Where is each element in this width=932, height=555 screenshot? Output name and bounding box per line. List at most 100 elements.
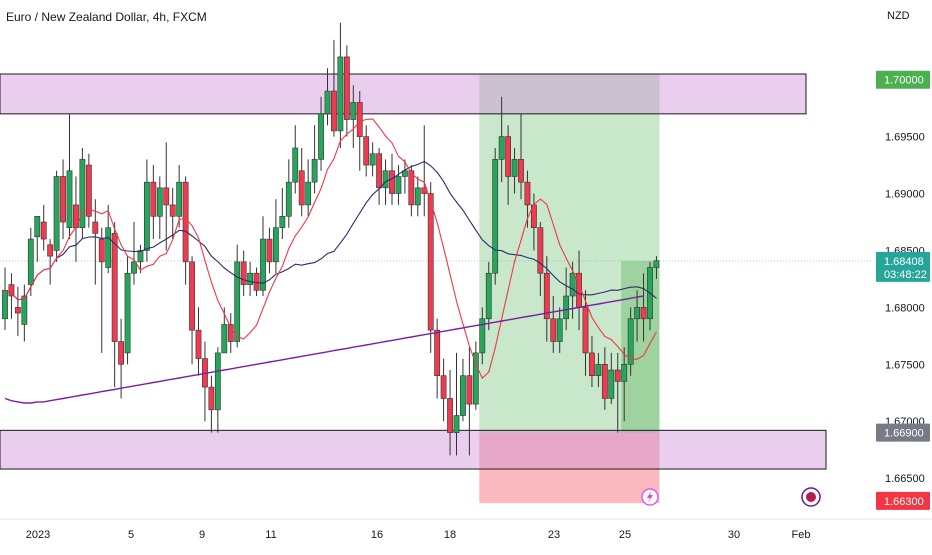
- candle[interactable]: [556, 318, 563, 342]
- candle[interactable]: [601, 364, 608, 399]
- candle[interactable]: [518, 159, 524, 183]
- candle[interactable]: [260, 238, 266, 291]
- candle[interactable]: [447, 398, 453, 433]
- candle[interactable]: [150, 181, 157, 217]
- candle[interactable]: [292, 147, 299, 183]
- candle[interactable]: [621, 364, 628, 382]
- resistance-zone[interactable]: [0, 73, 807, 115]
- support-zone[interactable]: [0, 429, 827, 470]
- candle[interactable]: [189, 261, 195, 331]
- candle[interactable]: [311, 159, 318, 183]
- candle[interactable]: [15, 307, 21, 314]
- candle[interactable]: [524, 181, 531, 206]
- candle[interactable]: [266, 238, 273, 263]
- candle[interactable]: [627, 318, 634, 365]
- candle[interactable]: [356, 102, 363, 137]
- candle[interactable]: [589, 352, 595, 376]
- candle[interactable]: [389, 170, 395, 194]
- candle[interactable]: [227, 324, 234, 342]
- candle[interactable]: [408, 170, 415, 206]
- candle[interactable]: [537, 227, 544, 274]
- candle[interactable]: [234, 261, 241, 342]
- candle[interactable]: [79, 159, 86, 228]
- candle[interactable]: [8, 284, 15, 297]
- loss-zone[interactable]: [479, 432, 660, 504]
- candle[interactable]: [247, 272, 253, 285]
- candle[interactable]: [376, 153, 382, 189]
- candle[interactable]: [453, 415, 460, 433]
- candle[interactable]: [105, 227, 112, 268]
- candle[interactable]: [460, 375, 466, 416]
- candle[interactable]: [466, 375, 473, 405]
- candle[interactable]: [53, 176, 60, 251]
- candle[interactable]: [27, 238, 34, 285]
- candle[interactable]: [305, 181, 312, 206]
- candle[interactable]: [337, 56, 344, 132]
- candle[interactable]: [34, 216, 41, 238]
- candle[interactable]: [92, 221, 99, 234]
- candle[interactable]: [182, 181, 189, 263]
- candle[interactable]: [343, 56, 350, 120]
- candle[interactable]: [169, 204, 176, 217]
- candle[interactable]: [98, 238, 105, 263]
- candle[interactable]: [118, 341, 124, 365]
- candle[interactable]: [137, 250, 144, 263]
- candle[interactable]: [318, 113, 324, 160]
- candle[interactable]: [505, 136, 511, 177]
- candle[interactable]: [272, 227, 279, 263]
- candle[interactable]: [144, 181, 150, 251]
- candle[interactable]: [595, 364, 602, 376]
- candle[interactable]: [221, 324, 228, 354]
- candle[interactable]: [131, 261, 137, 274]
- candle[interactable]: [163, 187, 170, 206]
- candle[interactable]: [331, 90, 337, 132]
- candle[interactable]: [485, 272, 492, 320]
- candle[interactable]: [614, 369, 621, 382]
- candle[interactable]: [582, 307, 589, 354]
- candle[interactable]: [279, 216, 286, 228]
- candle[interactable]: [498, 136, 505, 160]
- candle[interactable]: [472, 352, 479, 405]
- candle[interactable]: [382, 170, 389, 189]
- candle[interactable]: [214, 352, 221, 411]
- candle[interactable]: [427, 193, 434, 331]
- candle[interactable]: [47, 244, 54, 257]
- candle[interactable]: [434, 329, 441, 376]
- candle[interactable]: [395, 176, 402, 194]
- candle[interactable]: [608, 369, 615, 399]
- candle[interactable]: [350, 102, 357, 120]
- candle[interactable]: [563, 295, 570, 320]
- candle[interactable]: [479, 318, 486, 354]
- candle[interactable]: [240, 261, 247, 285]
- profit-zone[interactable]: [479, 74, 660, 433]
- candle[interactable]: [492, 159, 499, 274]
- candle[interactable]: [414, 187, 421, 206]
- candle[interactable]: [21, 295, 28, 325]
- candle[interactable]: [66, 170, 73, 228]
- candle[interactable]: [195, 329, 202, 359]
- candle[interactable]: [653, 260, 660, 268]
- candle[interactable]: [569, 272, 576, 297]
- candle[interactable]: [363, 136, 370, 166]
- candle[interactable]: [324, 90, 331, 115]
- candle[interactable]: [543, 272, 550, 320]
- candle[interactable]: [85, 164, 92, 217]
- candle[interactable]: [550, 318, 557, 342]
- candle[interactable]: [208, 386, 215, 411]
- candle[interactable]: [401, 170, 408, 177]
- candle[interactable]: [285, 181, 292, 217]
- candle[interactable]: [369, 153, 376, 166]
- candle[interactable]: [111, 233, 118, 342]
- candle[interactable]: [253, 272, 260, 291]
- candle[interactable]: [156, 187, 163, 217]
- candle[interactable]: [60, 176, 66, 223]
- candle[interactable]: [640, 307, 647, 320]
- candle[interactable]: [440, 375, 447, 399]
- candle[interactable]: [40, 221, 47, 240]
- candle[interactable]: [511, 159, 518, 177]
- candle[interactable]: [176, 181, 183, 217]
- candle[interactable]: [298, 170, 305, 206]
- candle[interactable]: [634, 307, 640, 320]
